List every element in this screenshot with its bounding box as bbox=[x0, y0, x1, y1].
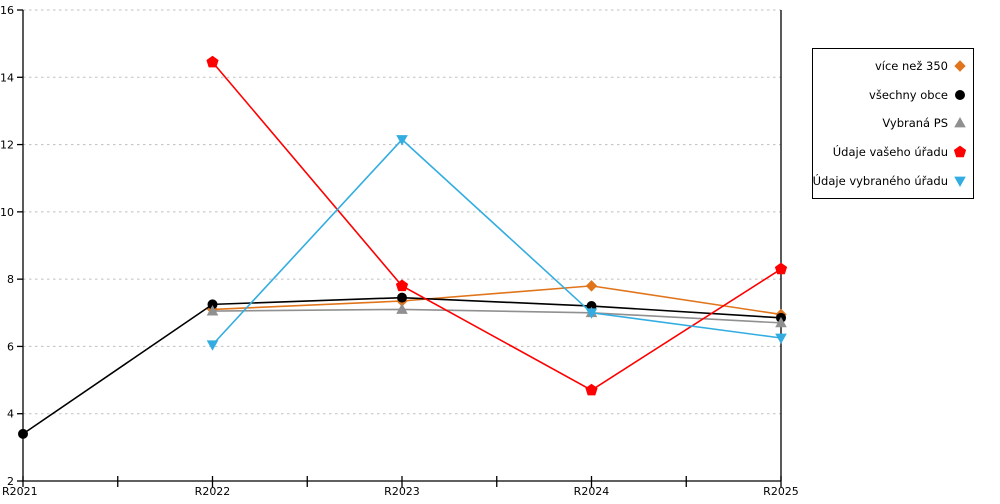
legend-item-vybrana-ps: Vybraná PS bbox=[813, 111, 973, 135]
pentagon-marker-icon bbox=[774, 262, 788, 275]
circle-marker-icon bbox=[18, 428, 28, 439]
triangle-up-marker-icon bbox=[206, 305, 219, 316]
circle-marker-icon bbox=[955, 89, 965, 100]
triangle-down-marker-icon bbox=[775, 333, 787, 345]
circle-marker-icon bbox=[207, 299, 218, 310]
axes: 2 4 6 8 10 12 14 16 R2021 R2022 R2023 R2024 R2025 bbox=[0, 4, 799, 498]
triangle-down-marker-icon bbox=[954, 176, 966, 187]
legend-item-vsechny-obce: všechny obce bbox=[813, 83, 973, 107]
pentagon-marker-icon bbox=[953, 145, 967, 158]
circle-marker-icon bbox=[955, 89, 965, 100]
y-tick-label: 8 bbox=[7, 273, 14, 286]
pentagon-marker-icon bbox=[585, 383, 598, 396]
series-line bbox=[212, 308, 782, 324]
y-tick-label: 16 bbox=[0, 4, 14, 17]
legend-item-vice-nez-350: více než 350 bbox=[813, 54, 973, 78]
legend-label: více než 350 bbox=[874, 59, 948, 74]
legend-label: všechny obce bbox=[869, 87, 948, 102]
gridlines bbox=[23, 9, 781, 415]
series-3 bbox=[206, 55, 788, 396]
x-tick-label: R2021 bbox=[2, 485, 38, 498]
x-tick-label: R2025 bbox=[763, 485, 799, 498]
series-0 bbox=[206, 280, 787, 321]
x-tick-label: R2022 bbox=[195, 485, 231, 498]
triangle-down-marker-icon bbox=[396, 135, 408, 146]
x-tick-label: R2024 bbox=[574, 485, 610, 498]
triangle-down-marker-icon bbox=[206, 340, 219, 351]
y-tick-label: 10 bbox=[0, 206, 14, 219]
series-1 bbox=[18, 292, 786, 439]
y-tick-label: 12 bbox=[0, 139, 14, 152]
legend-item-udaje-vaseho-uradu: Údaje vašeho úřadu bbox=[813, 140, 973, 164]
series-line bbox=[211, 61, 782, 392]
pentagon-marker-icon bbox=[206, 55, 219, 68]
legend-label: Vybraná PS bbox=[882, 116, 948, 131]
diamond-marker-icon bbox=[954, 60, 966, 72]
y-tick-label: 4 bbox=[7, 408, 14, 421]
series-4 bbox=[206, 135, 787, 351]
legend-label: Údaje vašeho úřadu bbox=[832, 145, 948, 160]
pentagon-marker-icon bbox=[953, 145, 967, 158]
legend-item-udaje-vybraneho-uradu: Údaje vybraného úřadu bbox=[813, 169, 973, 193]
legend: více než 350 všechny obce Vybraná PS Úda… bbox=[812, 48, 974, 199]
y-tick-label: 6 bbox=[7, 340, 14, 353]
series-line bbox=[212, 285, 782, 316]
triangle-up-marker-icon bbox=[396, 303, 408, 314]
y-tick-label: 2 bbox=[7, 475, 14, 488]
series-2 bbox=[206, 303, 787, 328]
triangle-up-marker-icon bbox=[775, 316, 787, 328]
x-tick-label: R2023 bbox=[384, 485, 420, 498]
triangle-down-marker-icon bbox=[585, 308, 598, 319]
series-line bbox=[211, 138, 782, 346]
diamond-marker-icon bbox=[954, 60, 966, 72]
pentagon-marker-icon bbox=[395, 279, 409, 292]
y-tick-label: 14 bbox=[0, 71, 14, 84]
circle-marker-icon bbox=[397, 292, 407, 303]
triangle-up-marker-icon bbox=[954, 117, 966, 128]
triangle-down-marker-icon bbox=[954, 176, 966, 187]
legend-label: Údaje vybraného úřadu bbox=[812, 173, 948, 188]
triangle-up-marker-icon bbox=[954, 117, 966, 128]
diamond-marker-icon bbox=[585, 280, 598, 292]
